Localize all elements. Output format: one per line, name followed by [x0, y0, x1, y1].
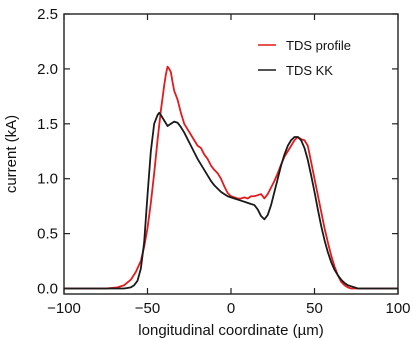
x-tick-label: 0 — [227, 300, 235, 317]
x-tick-label: 50 — [306, 300, 323, 317]
legend-label-tds-profile: TDS profile — [286, 38, 351, 53]
x-tick-label: −100 — [47, 300, 81, 317]
labels-layer: −100 −50 0 50 100 0.0 0.5 1.0 1.5 2.0 2.5 — [37, 6, 410, 317]
ticks-layer — [63, 13, 399, 294]
y-tick-label: 0.5 — [37, 226, 58, 243]
y-axis-title: current (kA) — [3, 115, 20, 193]
y-tick-label: 0.0 — [37, 281, 58, 298]
x-tick-label: −50 — [135, 300, 160, 317]
series-line-1 — [64, 111, 398, 290]
y-tick-label: 2.0 — [37, 61, 58, 78]
legend: TDS profile TDS KK — [258, 38, 351, 78]
plot-frame — [63, 13, 399, 295]
x-tick-label: 100 — [385, 300, 410, 317]
y-tick-label: 2.5 — [37, 6, 58, 23]
y-tick-label: 1.0 — [37, 171, 58, 188]
series-line-0 — [64, 65, 398, 290]
legend-label-tds-kk: TDS KK — [286, 63, 333, 78]
series-layer — [64, 65, 398, 290]
y-tick-label: 1.5 — [37, 116, 58, 133]
x-axis-title: longitudinal coordinate (µm) — [138, 322, 323, 339]
